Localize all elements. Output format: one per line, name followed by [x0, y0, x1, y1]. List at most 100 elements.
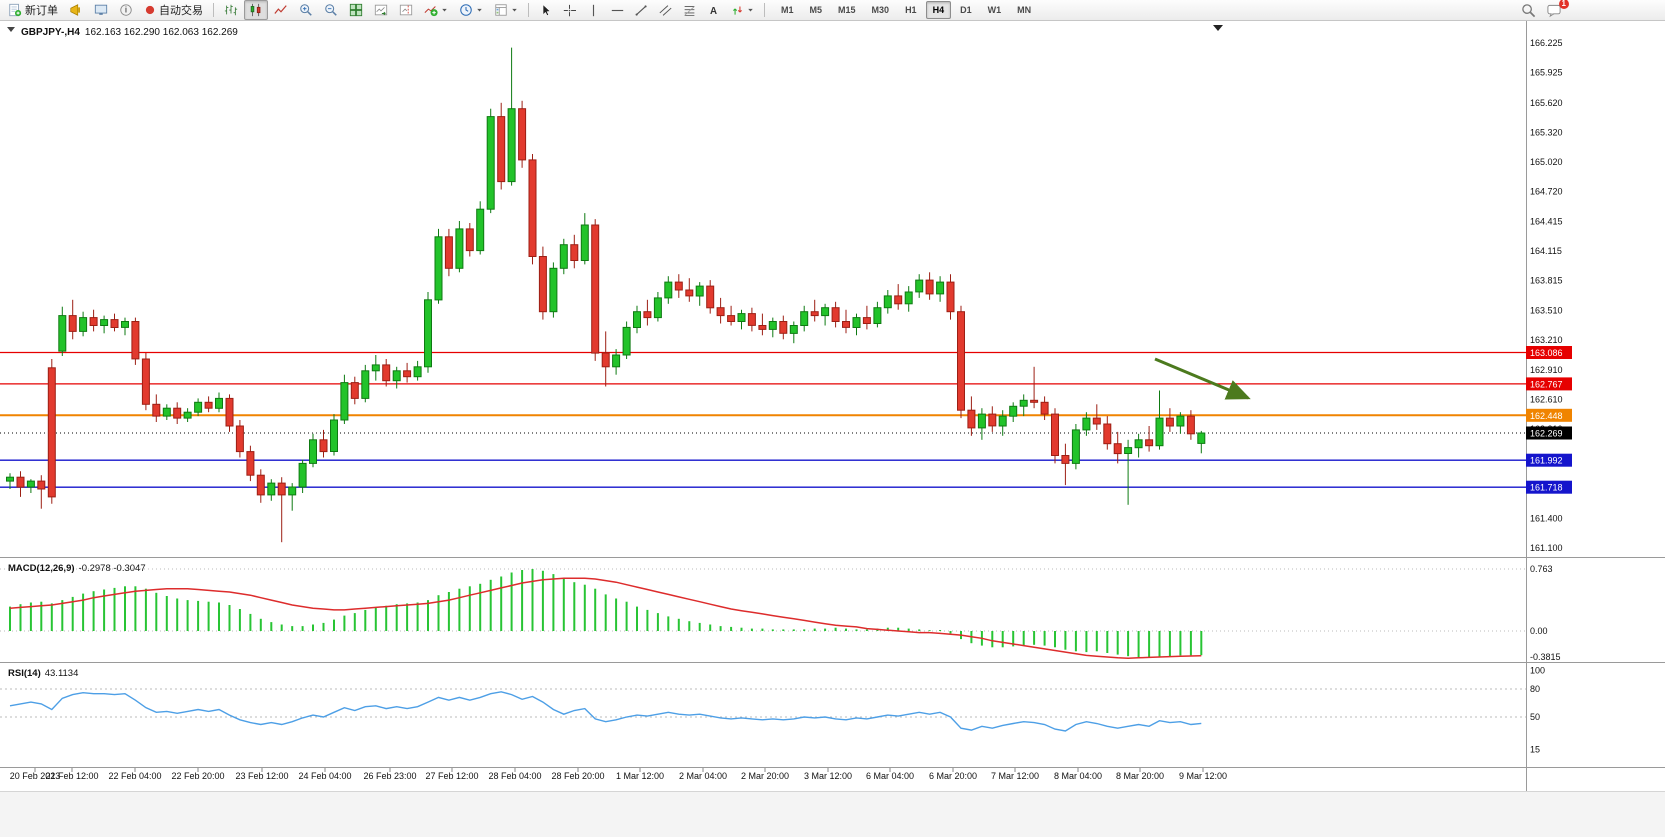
templates-button[interactable]: [489, 1, 523, 19]
timeframe-h1[interactable]: H1: [905, 5, 917, 15]
bar-chart-mode-icon[interactable]: [219, 0, 243, 20]
svg-text:A: A: [710, 6, 717, 17]
line-chart-mode-icon[interactable]: [269, 0, 293, 20]
svg-text:28 Feb 04:00: 28 Feb 04:00: [488, 771, 541, 781]
template-icon: [494, 3, 508, 17]
timeframe-m1[interactable]: M1: [781, 5, 794, 15]
crosshair-icon[interactable]: [558, 0, 581, 20]
svg-text:100: 100: [1530, 665, 1545, 675]
toolbar-separator: [764, 3, 765, 17]
svg-text:1 Mar 12:00: 1 Mar 12:00: [616, 771, 664, 781]
timeframe-group: M1 M5 M15 M30 H1 H4 D1 W1 MN: [774, 1, 1038, 19]
svg-text:163.815: 163.815: [1530, 276, 1563, 286]
svg-text:165.320: 165.320: [1530, 127, 1563, 137]
svg-text:164.415: 164.415: [1530, 217, 1563, 227]
svg-text:162.448: 162.448: [1530, 411, 1563, 421]
svg-text:162.910: 162.910: [1530, 365, 1563, 375]
svg-text:24 Feb 04:00: 24 Feb 04:00: [298, 771, 351, 781]
svg-text:MACD(12,26,9)-0.2978 -0.3047: MACD(12,26,9) -0.2978 -0.3047: [8, 563, 146, 574]
channel-tool-icon[interactable]: [654, 0, 677, 20]
periods-button[interactable]: [454, 1, 488, 19]
price-tags[interactable]: 163.086 162.767 162.448 162.269 161.992 161.7…: [1526, 346, 1572, 494]
horizontal-line-tool-icon[interactable]: [606, 0, 629, 20]
panel-separators[interactable]: [0, 21, 1665, 791]
svg-text:165.620: 165.620: [1530, 98, 1563, 108]
search-icon[interactable]: [1521, 3, 1536, 18]
svg-text:161.992: 161.992: [1530, 456, 1563, 466]
svg-text:161.718: 161.718: [1530, 483, 1563, 493]
new-order-button[interactable]: 新订单: [3, 1, 63, 19]
chart-area[interactable]: GBPJPY-,H4 162.163 162.290 162.063 162.26…: [0, 21, 1665, 837]
svg-text:8 Mar 20:00: 8 Mar 20:00: [1116, 771, 1164, 781]
svg-text:28 Feb 20:00: 28 Feb 20:00: [551, 771, 604, 781]
timeframe-mn[interactable]: MN: [1017, 5, 1032, 15]
candlestick-mode-icon[interactable]: [244, 0, 268, 20]
toolbar-separator: [213, 3, 214, 17]
arrows-tool-button[interactable]: [726, 1, 759, 19]
zoom-out-icon[interactable]: [319, 0, 343, 20]
toolbar: 新订单 i 自动交易: [0, 0, 1665, 21]
svg-text:2 Mar 20:00: 2 Mar 20:00: [741, 771, 789, 781]
svg-text:163.086: 163.086: [1530, 348, 1563, 358]
svg-text:27 Feb 12:00: 27 Feb 12:00: [425, 771, 478, 781]
timeframe-m30[interactable]: M30: [871, 5, 890, 15]
timeframe-m5[interactable]: M5: [809, 5, 823, 15]
svg-text:163.510: 163.510: [1530, 306, 1563, 316]
news-icon[interactable]: [64, 0, 88, 20]
svg-text:162.269: 162.269: [1530, 429, 1563, 439]
chevron-down-icon: [441, 4, 448, 16]
notification-badge: 1: [1558, 0, 1569, 9]
tile-windows-icon[interactable]: [344, 0, 368, 20]
chart-title: GBPJPY-,H4 162.163 162.290 162.063 162.26…: [21, 27, 238, 38]
profiles-icon[interactable]: [89, 0, 113, 20]
one-click-trading-arrow-icon[interactable]: [7, 27, 15, 32]
arrows-tool-icon: [731, 4, 744, 17]
svg-text:26 Feb 23:00: 26 Feb 23:00: [363, 771, 416, 781]
svg-text:0.763: 0.763: [1530, 564, 1553, 574]
auto-scroll-icon[interactable]: [369, 0, 393, 20]
clock-icon: [459, 3, 473, 17]
svg-text:20 Feb 2023: 20 Feb 2023: [10, 771, 61, 781]
svg-text:3 Mar 12:00: 3 Mar 12:00: [804, 771, 852, 781]
svg-text:8 Mar 04:00: 8 Mar 04:00: [1054, 771, 1102, 781]
text-tool-icon[interactable]: A: [702, 0, 725, 20]
timeframe-m15[interactable]: M15: [838, 5, 856, 15]
timeframe-h4[interactable]: H4: [925, 1, 952, 19]
timeframe-w1[interactable]: W1: [987, 5, 1002, 15]
svg-text:164.720: 164.720: [1530, 187, 1563, 197]
auto-trading-label: 自动交易: [159, 5, 203, 17]
status-strip: [0, 792, 1665, 837]
zoom-in-icon[interactable]: [294, 0, 318, 20]
chart-background: [0, 21, 1665, 837]
new-order-icon: [8, 3, 22, 17]
chart-shift-marker-icon: [1213, 25, 1223, 31]
notifications-button[interactable]: 1: [1546, 0, 1569, 18]
svg-text:163.210: 163.210: [1530, 335, 1563, 345]
svg-text:15: 15: [1530, 745, 1540, 755]
new-order-label: 新订单: [25, 5, 58, 17]
candles-layer: [6, 47, 1206, 543]
auto-trading-button[interactable]: 自动交易: [139, 1, 208, 19]
trend-arrow-annotation[interactable]: [1154, 357, 1251, 400]
timeframe-d1[interactable]: D1: [960, 5, 972, 15]
svg-text:i: i: [125, 6, 127, 15]
vertical-line-tool-icon[interactable]: [582, 0, 605, 20]
chat-icon: [1546, 3, 1562, 18]
trendline-tool-icon[interactable]: [630, 0, 653, 20]
svg-text:165.020: 165.020: [1530, 157, 1563, 167]
data-window-icon[interactable]: i: [114, 0, 138, 20]
cursor-icon[interactable]: [534, 0, 557, 20]
svg-text:6 Mar 20:00: 6 Mar 20:00: [929, 771, 977, 781]
svg-text:RSI(14)43.1134: RSI(14) 43.1134: [8, 668, 78, 679]
svg-text:165.925: 165.925: [1530, 68, 1563, 78]
svg-text:22 Feb 20:00: 22 Feb 20:00: [171, 771, 224, 781]
toolbar-separator: [528, 3, 529, 17]
svg-text:-0.3815: -0.3815: [1530, 652, 1561, 662]
chart-shift-icon[interactable]: [394, 0, 418, 20]
svg-text:0.00: 0.00: [1530, 626, 1548, 636]
indicators-button[interactable]: [419, 1, 453, 19]
svg-text:21 Feb 12:00: 21 Feb 12:00: [45, 771, 98, 781]
fibonacci-tool-icon[interactable]: [678, 0, 701, 20]
